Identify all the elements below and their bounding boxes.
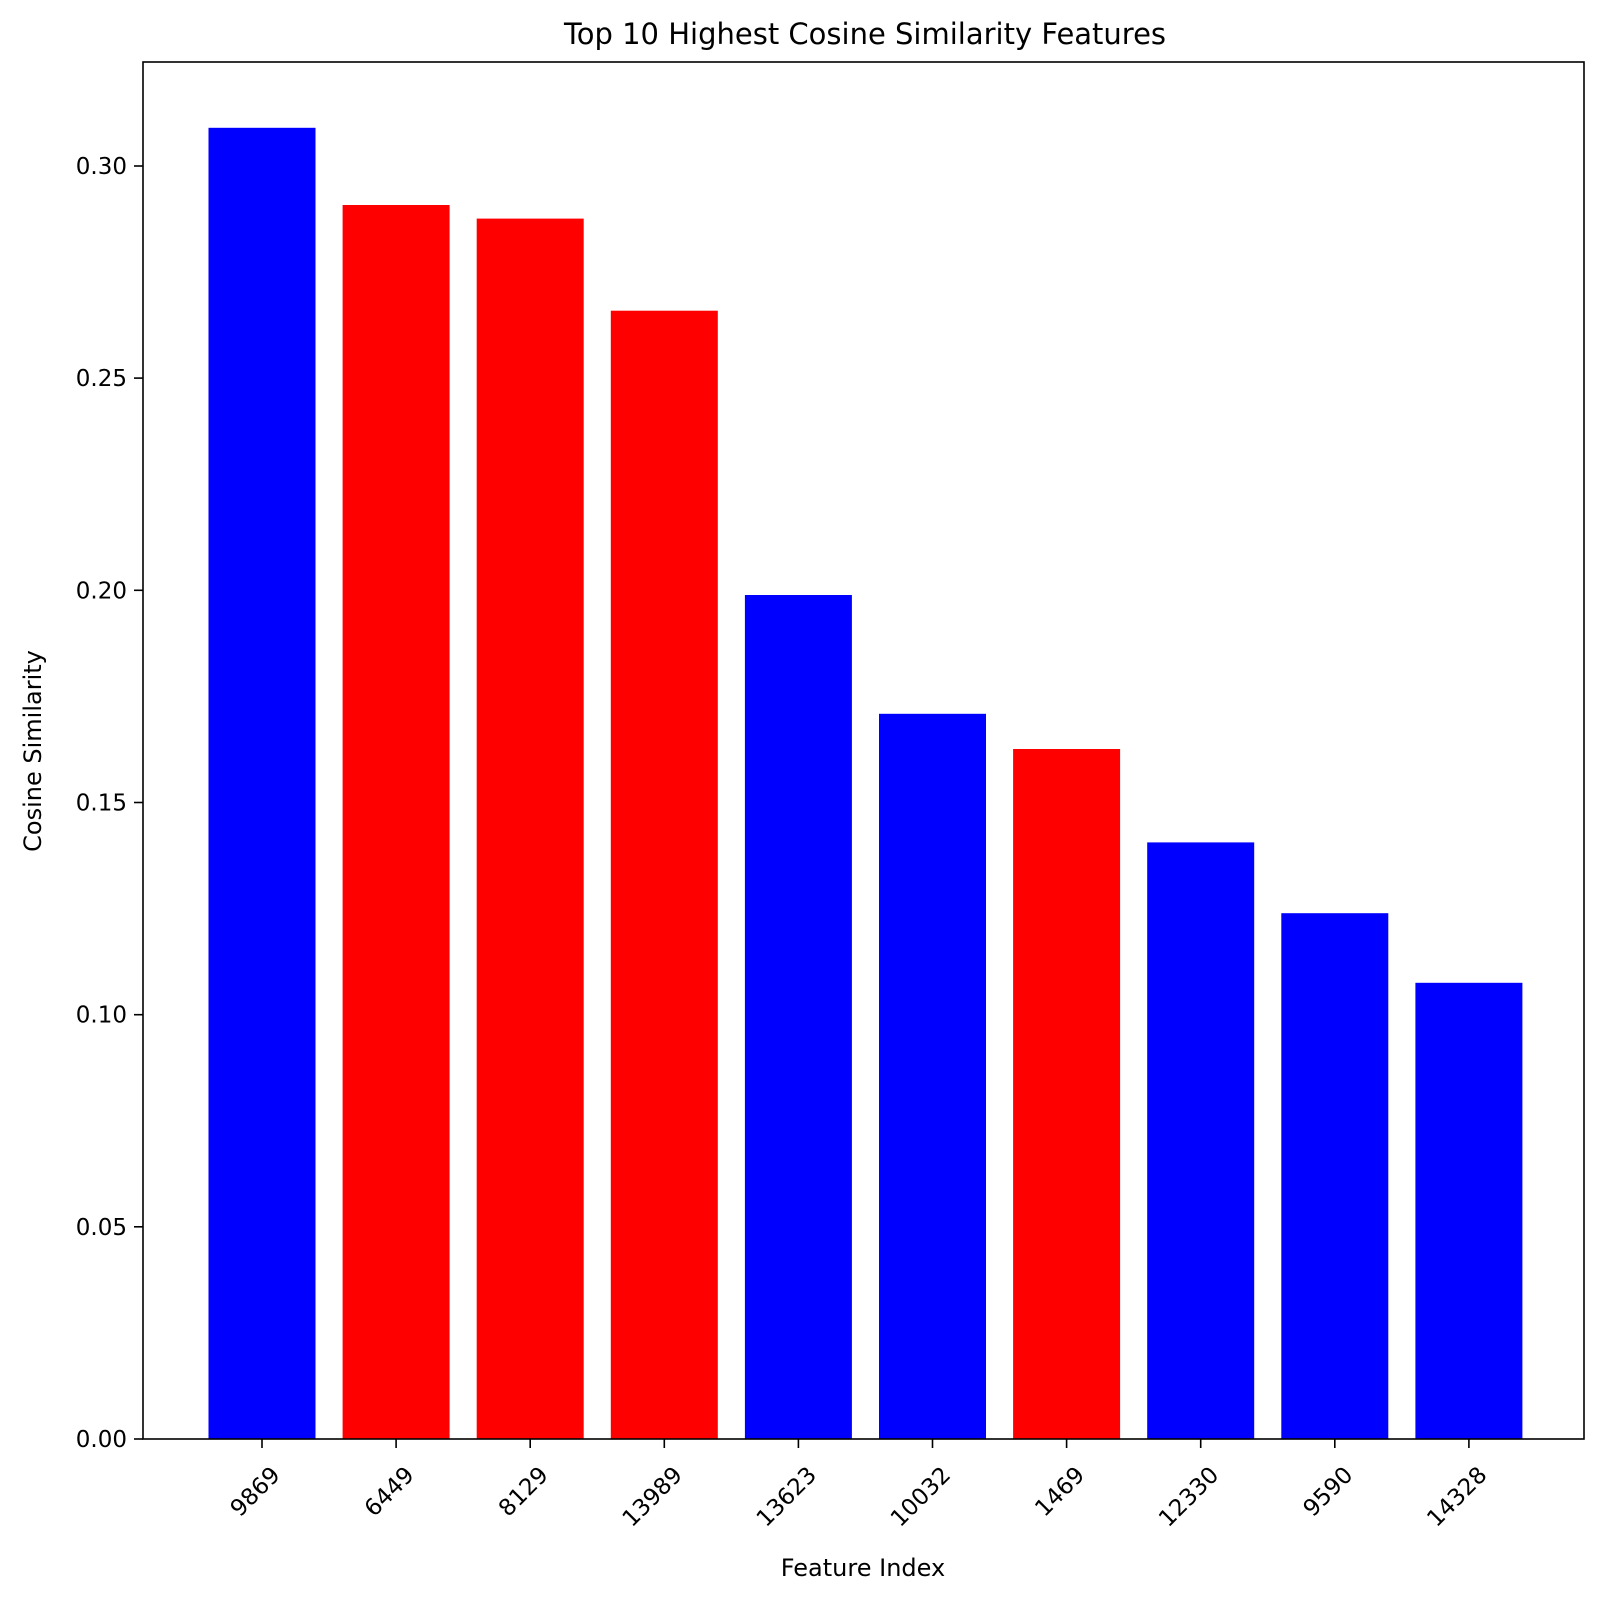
bar-9590 [1281,913,1389,1439]
bar-6449 [342,205,450,1439]
bar-1469 [1013,749,1121,1439]
y-tick-label: 0.25 [76,366,127,392]
y-axis: 0.00 0.05 0.10 0.15 0.20 0.25 0.30 [76,154,143,1453]
y-tick-label: 0.30 [76,154,127,180]
bar-13989 [610,310,718,1440]
x-axis-label: Feature Index [781,1554,945,1582]
y-axis-label: Cosine Similarity [19,650,47,852]
bar-12330 [1147,842,1255,1439]
y-tick-label: 0.05 [76,1215,127,1241]
bar-13623 [744,595,852,1439]
bar-10032 [879,713,986,1439]
y-tick-label: 0.10 [76,1003,127,1029]
bar-14328 [1415,982,1523,1439]
chart-title: Top 10 Highest Cosine Similarity Feature… [563,17,1166,51]
y-tick-label: 0.15 [76,791,127,817]
bar-8129 [476,218,584,1440]
plot-frame [142,61,1585,1440]
y-tick-label: 0.20 [76,578,127,604]
y-tick-label: 0.00 [76,1427,127,1453]
bars-group [208,127,1523,1440]
bar-9869 [208,127,316,1439]
